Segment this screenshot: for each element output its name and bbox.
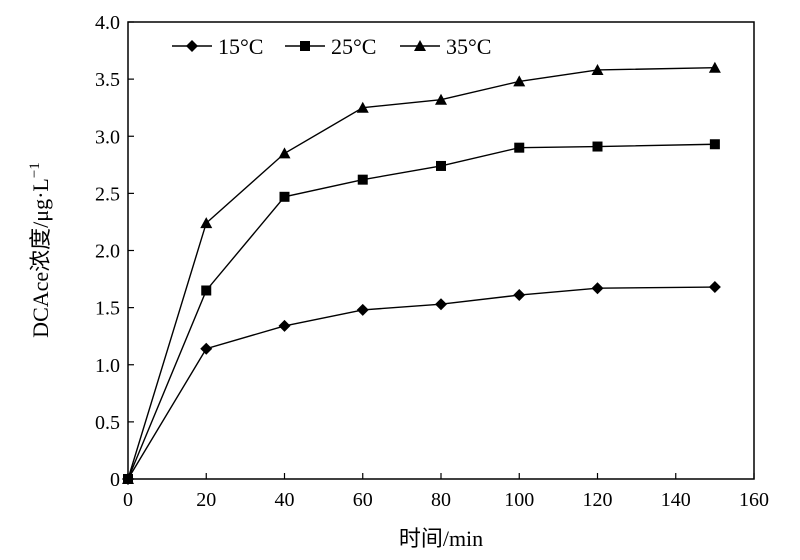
series-layer xyxy=(122,61,721,485)
y-tick-label: 3.5 xyxy=(95,69,120,91)
data-point-diamond xyxy=(200,342,213,355)
x-tick-label: 120 xyxy=(583,489,613,511)
legend-item-2: 25°C xyxy=(285,34,376,59)
legend-marker-square xyxy=(300,41,310,51)
x-tick-label: 80 xyxy=(431,489,451,511)
y-axis-title-main: DCAce浓度/μg·L xyxy=(28,178,53,338)
x-tick-label: 20 xyxy=(196,489,216,511)
data-point-diamond xyxy=(591,282,604,295)
series-3 xyxy=(122,61,721,484)
data-point-diamond xyxy=(708,281,721,294)
x-axis-title: 时间/min xyxy=(399,526,483,551)
y-tick-label: 2.0 xyxy=(95,241,120,263)
x-tick-label: 60 xyxy=(353,489,373,511)
data-point-triangle xyxy=(122,473,134,484)
data-point-triangle xyxy=(435,93,447,105)
data-point-diamond xyxy=(356,303,369,316)
legend-marker-diamond xyxy=(186,40,198,52)
series-1 xyxy=(122,281,721,485)
data-point-triangle xyxy=(708,61,721,73)
data-point-square xyxy=(436,160,446,171)
data-point-triangle xyxy=(356,101,369,113)
y-axis-title-exponent: −1 xyxy=(27,162,43,178)
x-tick-label: 160 xyxy=(739,489,769,511)
y-tick-label: 1.0 xyxy=(95,355,120,377)
data-point-triangle xyxy=(591,63,604,75)
x-tick-label: 0 xyxy=(123,489,133,511)
y-tick-label: 0 xyxy=(110,469,120,491)
y-tick-label: 4.0 xyxy=(95,12,120,34)
series-line xyxy=(127,143,715,480)
data-point-square xyxy=(357,174,368,185)
series-2 xyxy=(123,139,720,484)
data-point-square xyxy=(709,139,720,150)
legend-label: 15°C xyxy=(218,34,263,59)
y-tick-label: 3.0 xyxy=(95,126,120,148)
data-point-square xyxy=(279,191,290,202)
x-tick-label: 100 xyxy=(504,489,534,511)
data-point-square xyxy=(592,141,603,152)
series-line xyxy=(127,286,715,480)
legend-item-3: 35°C xyxy=(400,34,491,59)
y-tick-label: 0.5 xyxy=(95,412,120,434)
data-point-triangle xyxy=(200,217,213,229)
plot-frame xyxy=(127,21,755,480)
data-point-diamond xyxy=(435,298,447,311)
data-point-square xyxy=(514,142,525,153)
data-point-triangle xyxy=(278,147,291,159)
data-point-diamond xyxy=(513,289,526,302)
legend-label: 25°C xyxy=(331,34,376,59)
data-point-diamond xyxy=(278,319,291,332)
y-tick-label: 1.5 xyxy=(95,298,120,320)
legend-marker-triangle xyxy=(414,40,426,51)
axis-ticks: 0 20 40 60 80 100 120 140 160 0 0.5 1.0 1.5 2.0 2.5 3.0… xyxy=(95,12,769,511)
y-tick-label: 2.5 xyxy=(95,183,120,205)
data-point-square xyxy=(201,285,212,296)
y-axis-title: DCAce浓度/μg·L−1 xyxy=(27,162,53,338)
series-line xyxy=(127,67,715,480)
legend-item-1: 15°C xyxy=(172,34,263,59)
x-tick-label: 40 xyxy=(275,489,295,511)
x-tick-label: 140 xyxy=(661,489,691,511)
legend: 15°C 25°C 35°C xyxy=(172,34,491,59)
data-point-triangle xyxy=(513,75,526,87)
legend-label: 35°C xyxy=(446,34,491,59)
